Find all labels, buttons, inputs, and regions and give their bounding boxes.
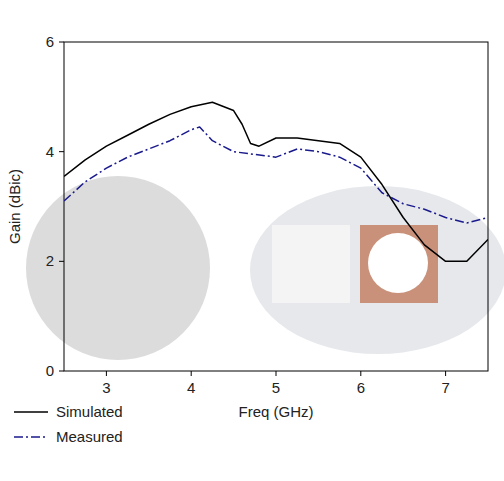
y-tick-label: 2: [46, 252, 54, 269]
legend-swatch: [14, 411, 48, 413]
y-tick: [59, 261, 64, 262]
photo-board: [272, 225, 350, 303]
x-tick: [276, 371, 277, 376]
y-tick: [59, 371, 64, 372]
x-tick: [106, 371, 107, 376]
y-tick: [59, 42, 64, 43]
photo-left: [26, 176, 210, 360]
x-tick: [360, 371, 361, 376]
y-tick: [59, 151, 64, 152]
series-line: [64, 102, 488, 261]
legend-label: Simulated: [56, 403, 123, 420]
photo-board: [360, 225, 438, 303]
photo-right: [250, 186, 504, 354]
x-tick: [191, 371, 192, 376]
series-line: [64, 127, 488, 223]
legend-label: Measured: [56, 428, 123, 445]
x-tick-label: 4: [187, 379, 195, 396]
photo-disc: [368, 233, 428, 293]
x-tick-label: 6: [357, 379, 365, 396]
y-tick-label: 0: [46, 362, 54, 379]
legend-swatch: [14, 436, 48, 438]
legend: Simulated Measured: [14, 403, 123, 445]
y-tick-label: 4: [46, 143, 54, 160]
photo-inset: [26, 176, 504, 360]
y-tick-label: 6: [46, 33, 54, 50]
series-group: [64, 102, 488, 261]
x-tick: [445, 371, 446, 376]
plot-frame: [64, 42, 488, 371]
x-axis-title: Freq (GHz): [239, 403, 314, 420]
chart: 3 4 5 6 7 0 2 4 6 Freq (GHz) Gain (dBic) Simulated M…: [0, 0, 504, 481]
x-tick-label: 7: [441, 379, 449, 396]
y-axis-title: Gain (dBic): [6, 169, 23, 244]
x-tick-label: 3: [102, 379, 110, 396]
x-tick-label: 5: [272, 379, 280, 396]
